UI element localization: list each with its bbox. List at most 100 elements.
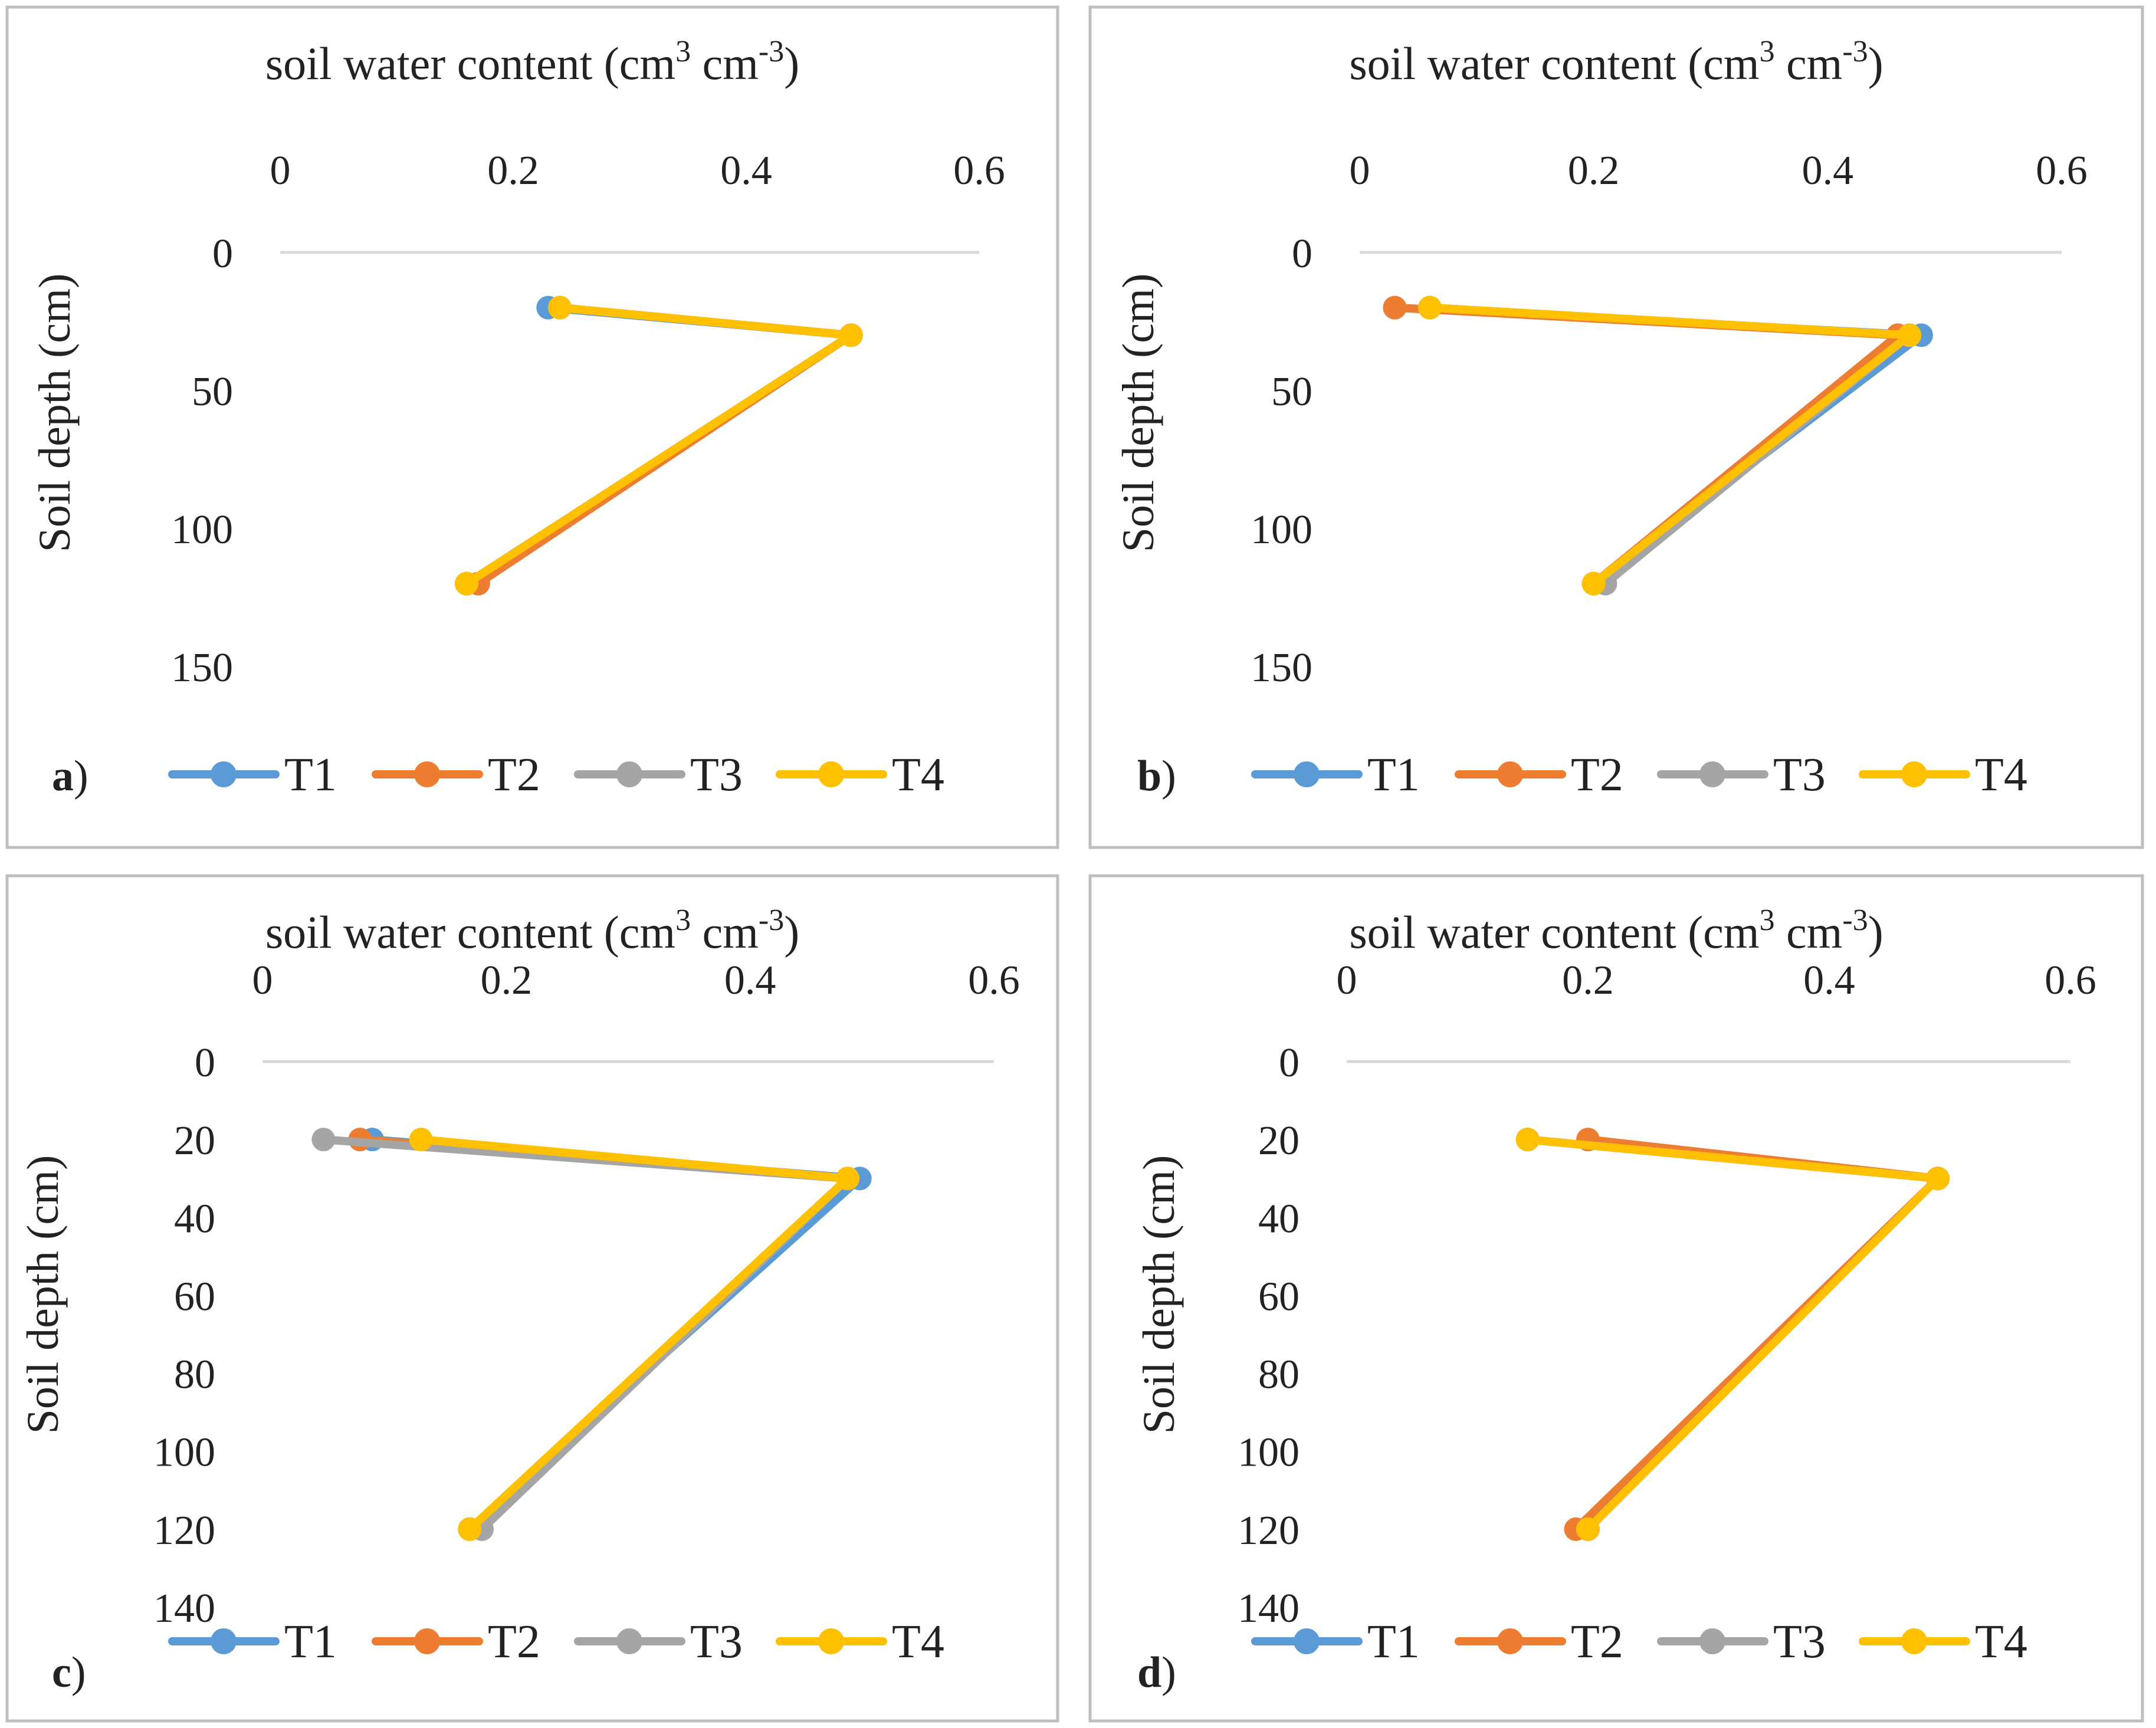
legend-label: T1 [284, 749, 337, 801]
legend-swatch-marker [1294, 761, 1320, 787]
data-point-T4 [455, 571, 478, 596]
y-tick-label: 40 [1258, 1196, 1299, 1241]
x-tick-label: 0.4 [1802, 148, 1854, 193]
title-part-after: ) [1868, 906, 1883, 958]
data-point-T4 [548, 295, 572, 320]
x-tick-label: 0 [270, 148, 291, 193]
panel-frame [5, 874, 1059, 1723]
y-tick-label: 20 [1258, 1118, 1299, 1164]
legend-swatch-marker [616, 1628, 642, 1654]
legend-label: T4 [1975, 749, 2027, 801]
legend-item-T1[interactable]: T1 [1251, 1616, 1420, 1668]
legend-item-T4[interactable]: T4 [776, 749, 944, 801]
legend-item-T3[interactable]: T3 [1657, 749, 1826, 801]
x-tick-label: 0.2 [1568, 148, 1620, 193]
y-tick-label: 140 [153, 1586, 215, 1631]
legend-label: T1 [1367, 749, 1420, 801]
legend-item-T4[interactable]: T4 [1859, 749, 2027, 801]
panel-paren: ) [71, 1648, 86, 1697]
y-tick-label: 100 [171, 507, 233, 553]
panel-label: b) [1137, 752, 1176, 800]
legend-item-T1[interactable]: T1 [168, 749, 337, 801]
chart-title: soil water content (cm3 cm-3) [265, 35, 799, 89]
y-tick-label: 100 [1238, 1430, 1299, 1476]
data-point-T4 [839, 323, 863, 347]
panel-frame [1088, 5, 2144, 849]
data-point-T4 [1898, 323, 1922, 347]
data-point-T4 [1576, 1517, 1600, 1541]
title-part-after: ) [1868, 38, 1883, 89]
y-tick-label: 140 [1238, 1586, 1299, 1631]
y-axis-label: Soil depth (cm) [18, 1155, 68, 1434]
data-point-T2 [1383, 295, 1407, 320]
panel-paren: ) [1161, 1648, 1176, 1697]
x-tick-label: 0 [1337, 958, 1357, 1003]
legend-label: T1 [1367, 1616, 1420, 1668]
legend-item-T4[interactable]: T4 [776, 1616, 944, 1668]
legend-label: T1 [284, 1616, 337, 1668]
legend-swatch-marker [818, 1628, 844, 1654]
legend-label: T2 [488, 749, 540, 801]
y-tick-label: 0 [212, 231, 233, 277]
legend-swatch-marker [1497, 1628, 1523, 1654]
legend-item-T3[interactable]: T3 [574, 1616, 743, 1668]
title-part-after: ) [784, 906, 799, 958]
y-tick-label: 100 [153, 1430, 215, 1476]
legend-swatch-marker [1699, 761, 1725, 787]
panel-frame [1088, 874, 2144, 1723]
y-tick-label: 20 [174, 1118, 215, 1164]
y-tick-label: 100 [1251, 507, 1312, 553]
y-tick-label: 0 [195, 1040, 215, 1086]
title-part-sup2: -3 [759, 904, 784, 937]
legend-swatch-marker [1497, 761, 1523, 787]
legend-item-T2[interactable]: T2 [1455, 749, 1623, 801]
legend-item-T3[interactable]: T3 [574, 749, 743, 801]
legend-item-T2[interactable]: T2 [372, 1616, 540, 1668]
x-tick-label: 0.4 [724, 958, 776, 1003]
title-part-before: soil water content (cm [1349, 906, 1759, 958]
x-tick-label: 0.2 [1562, 958, 1614, 1003]
chart-title: soil water content (cm3 cm-3) [265, 904, 799, 958]
legend-item-T1[interactable]: T1 [168, 1616, 337, 1668]
legend-label: T3 [690, 1616, 743, 1668]
y-tick-label: 150 [1251, 645, 1312, 691]
data-point-T4 [1581, 571, 1606, 596]
legend-item-T1[interactable]: T1 [1251, 749, 1420, 801]
legend-swatch-marker [1294, 1628, 1320, 1654]
legend-item-T2[interactable]: T2 [1455, 1616, 1623, 1668]
legend-label: T2 [1571, 749, 1623, 801]
legend-swatch-marker [616, 761, 642, 787]
title-part-sup2: -3 [759, 35, 784, 68]
legend-swatch-marker [1699, 1628, 1725, 1654]
y-tick-label: 50 [1271, 369, 1312, 415]
y-tick-label: 0 [1279, 1040, 1299, 1086]
chart-title: soil water content (cm3 cm-3) [1349, 904, 1883, 958]
legend-label: T3 [1773, 749, 1826, 801]
legend-item-T2[interactable]: T2 [372, 749, 540, 801]
chart-title: soil water content (cm3 cm-3) [1349, 35, 1883, 89]
chart-panel-a: soil water content (cm3 cm-3) 0 0.2 0.4 0.6 0… [5, 5, 1059, 849]
data-point-T4 [1515, 1128, 1540, 1152]
legend-item-T3[interactable]: T3 [1657, 1616, 1826, 1668]
x-tick-label: 0.2 [487, 148, 539, 193]
panel-label: c) [52, 1648, 86, 1697]
y-tick-label: 60 [1258, 1274, 1299, 1319]
x-tick-label: 0.6 [953, 148, 1005, 193]
data-point-T4 [836, 1167, 859, 1191]
data-point-T4 [458, 1517, 482, 1541]
legend-item-T4[interactable]: T4 [1859, 1616, 2027, 1668]
title-part-mid: cm [1775, 38, 1843, 89]
y-axis-label: Soil depth (cm) [1114, 274, 1163, 553]
title-part-sup1: 3 [675, 904, 691, 937]
panel-frame [5, 5, 1059, 849]
y-tick-label: 40 [174, 1196, 215, 1241]
x-tick-label: 0.6 [2036, 148, 2088, 193]
legend-swatch-marker [211, 761, 237, 787]
chart-panel-c: soil water content (cm3 cm-3)0 0.2 0.4 0.60… [5, 874, 1059, 1723]
data-point-T3 [311, 1128, 336, 1152]
panel-letter: b [1137, 752, 1161, 800]
legend-swatch-marker [1901, 1628, 1927, 1654]
y-tick-label: 80 [174, 1352, 215, 1398]
title-part-sup1: 3 [1760, 35, 1775, 68]
